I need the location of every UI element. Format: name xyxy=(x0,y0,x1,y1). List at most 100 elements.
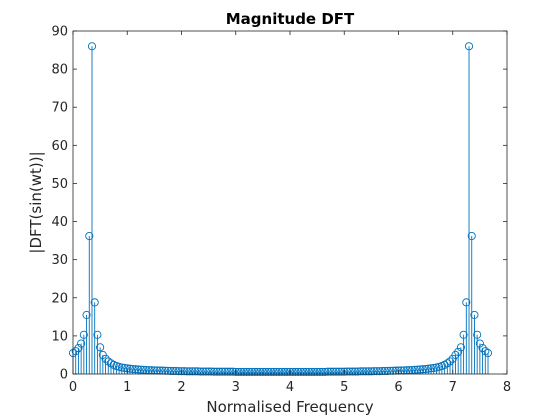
stem-marker xyxy=(269,367,278,376)
stem-marker xyxy=(201,367,210,376)
stem-marker xyxy=(410,365,419,374)
stem-marker xyxy=(291,367,300,376)
stem-marker xyxy=(266,367,276,376)
stem-marker xyxy=(353,367,362,376)
stem-marker xyxy=(182,367,191,376)
stem-marker xyxy=(228,367,238,376)
stem-marker xyxy=(207,367,216,376)
stem-marker xyxy=(185,367,194,376)
y-tick-label: 0 xyxy=(60,368,68,383)
stem-marker xyxy=(426,364,436,373)
stem-marker xyxy=(245,367,254,376)
stem-marker xyxy=(367,367,376,376)
stem-marker xyxy=(470,310,479,319)
stem-marker xyxy=(82,310,91,319)
y-tick-label: 20 xyxy=(51,291,68,306)
stem-marker xyxy=(302,367,311,376)
stem-marker xyxy=(242,367,251,376)
stem-marker xyxy=(280,367,289,376)
x-tick-label: 0 xyxy=(69,380,77,395)
stem-marker xyxy=(212,367,221,376)
stem-marker xyxy=(142,365,151,375)
stem-marker xyxy=(96,343,105,352)
stem-marker xyxy=(239,367,248,376)
x-tick-label: 8 xyxy=(503,380,511,395)
stem-marker xyxy=(375,367,384,376)
stem-marker xyxy=(481,347,490,356)
stem-marker xyxy=(321,367,330,376)
stem-marker xyxy=(196,367,205,376)
stem-marker xyxy=(90,298,99,307)
stem-marker xyxy=(172,366,181,376)
stem-marker xyxy=(134,365,143,374)
stem-marker xyxy=(234,367,243,376)
stem-marker xyxy=(475,339,484,348)
stem-marker xyxy=(169,366,178,376)
x-tick-label: 4 xyxy=(286,380,294,395)
stem-marker xyxy=(443,359,452,368)
stem-marker xyxy=(323,367,333,376)
stem-marker xyxy=(296,367,305,376)
stem-marker xyxy=(209,367,219,376)
stem-marker xyxy=(283,367,292,376)
stem-marker xyxy=(258,367,267,376)
stem-marker xyxy=(204,367,213,376)
stem-marker xyxy=(318,367,327,376)
stem-marker xyxy=(348,367,357,376)
y-tick-label: 40 xyxy=(51,215,68,230)
stem-marker xyxy=(285,367,295,376)
stem-marker xyxy=(462,298,471,307)
stem-marker xyxy=(264,367,273,376)
stem-marker xyxy=(226,367,235,376)
x-tick-label: 5 xyxy=(340,380,348,395)
stem-marker xyxy=(131,365,140,374)
x-axis: 0 1 2 3 4 5 6 7 8 xyxy=(69,31,511,395)
stem-marker xyxy=(275,367,284,376)
stem-marker xyxy=(334,367,343,376)
stem-marker xyxy=(193,367,202,376)
stem-marker xyxy=(136,365,145,374)
plot-area xyxy=(72,30,508,375)
stem-marker xyxy=(180,367,189,376)
stem-marker xyxy=(237,367,246,376)
stem-marker xyxy=(326,367,335,376)
stem-marker xyxy=(71,347,80,356)
y-tick-label: 80 xyxy=(51,63,68,78)
stem-marker xyxy=(315,367,324,376)
x-tick-label: 6 xyxy=(394,380,402,395)
stem-marker xyxy=(421,364,430,374)
stem-marker xyxy=(177,367,186,376)
stem-marker xyxy=(128,364,137,374)
stem-marker xyxy=(416,365,425,374)
stem-marker xyxy=(101,354,110,363)
stem-marker xyxy=(413,365,422,374)
stem-marker xyxy=(345,367,354,376)
stem-marker xyxy=(337,367,346,376)
stem-marker xyxy=(351,367,360,376)
stem-marker xyxy=(340,367,349,376)
y-axis: 0 10 20 30 40 50 60 70 80 90 xyxy=(51,25,507,383)
stem-marker xyxy=(478,344,487,353)
stem-marker xyxy=(313,367,322,376)
stem-marker xyxy=(307,367,316,376)
stem-marker xyxy=(370,367,379,376)
stem-marker xyxy=(288,367,297,376)
stem-marker xyxy=(166,366,175,376)
stem-marker xyxy=(383,366,392,376)
stem-marker xyxy=(342,367,352,376)
stem-marker xyxy=(380,366,389,376)
stem-marker xyxy=(332,367,341,376)
stem-marker xyxy=(473,330,482,339)
stem-marker xyxy=(418,365,427,374)
stem-marker xyxy=(294,367,303,376)
stem-marker xyxy=(378,366,387,376)
stem-marker xyxy=(456,343,465,352)
stem-marker xyxy=(191,367,200,376)
stem-marker xyxy=(445,357,455,366)
stem-marker xyxy=(261,367,270,376)
stem-marker xyxy=(253,367,262,376)
stem-marker xyxy=(117,363,126,372)
stem-marker xyxy=(188,367,197,376)
stem-marker xyxy=(174,367,183,376)
stem-marker xyxy=(356,367,365,376)
